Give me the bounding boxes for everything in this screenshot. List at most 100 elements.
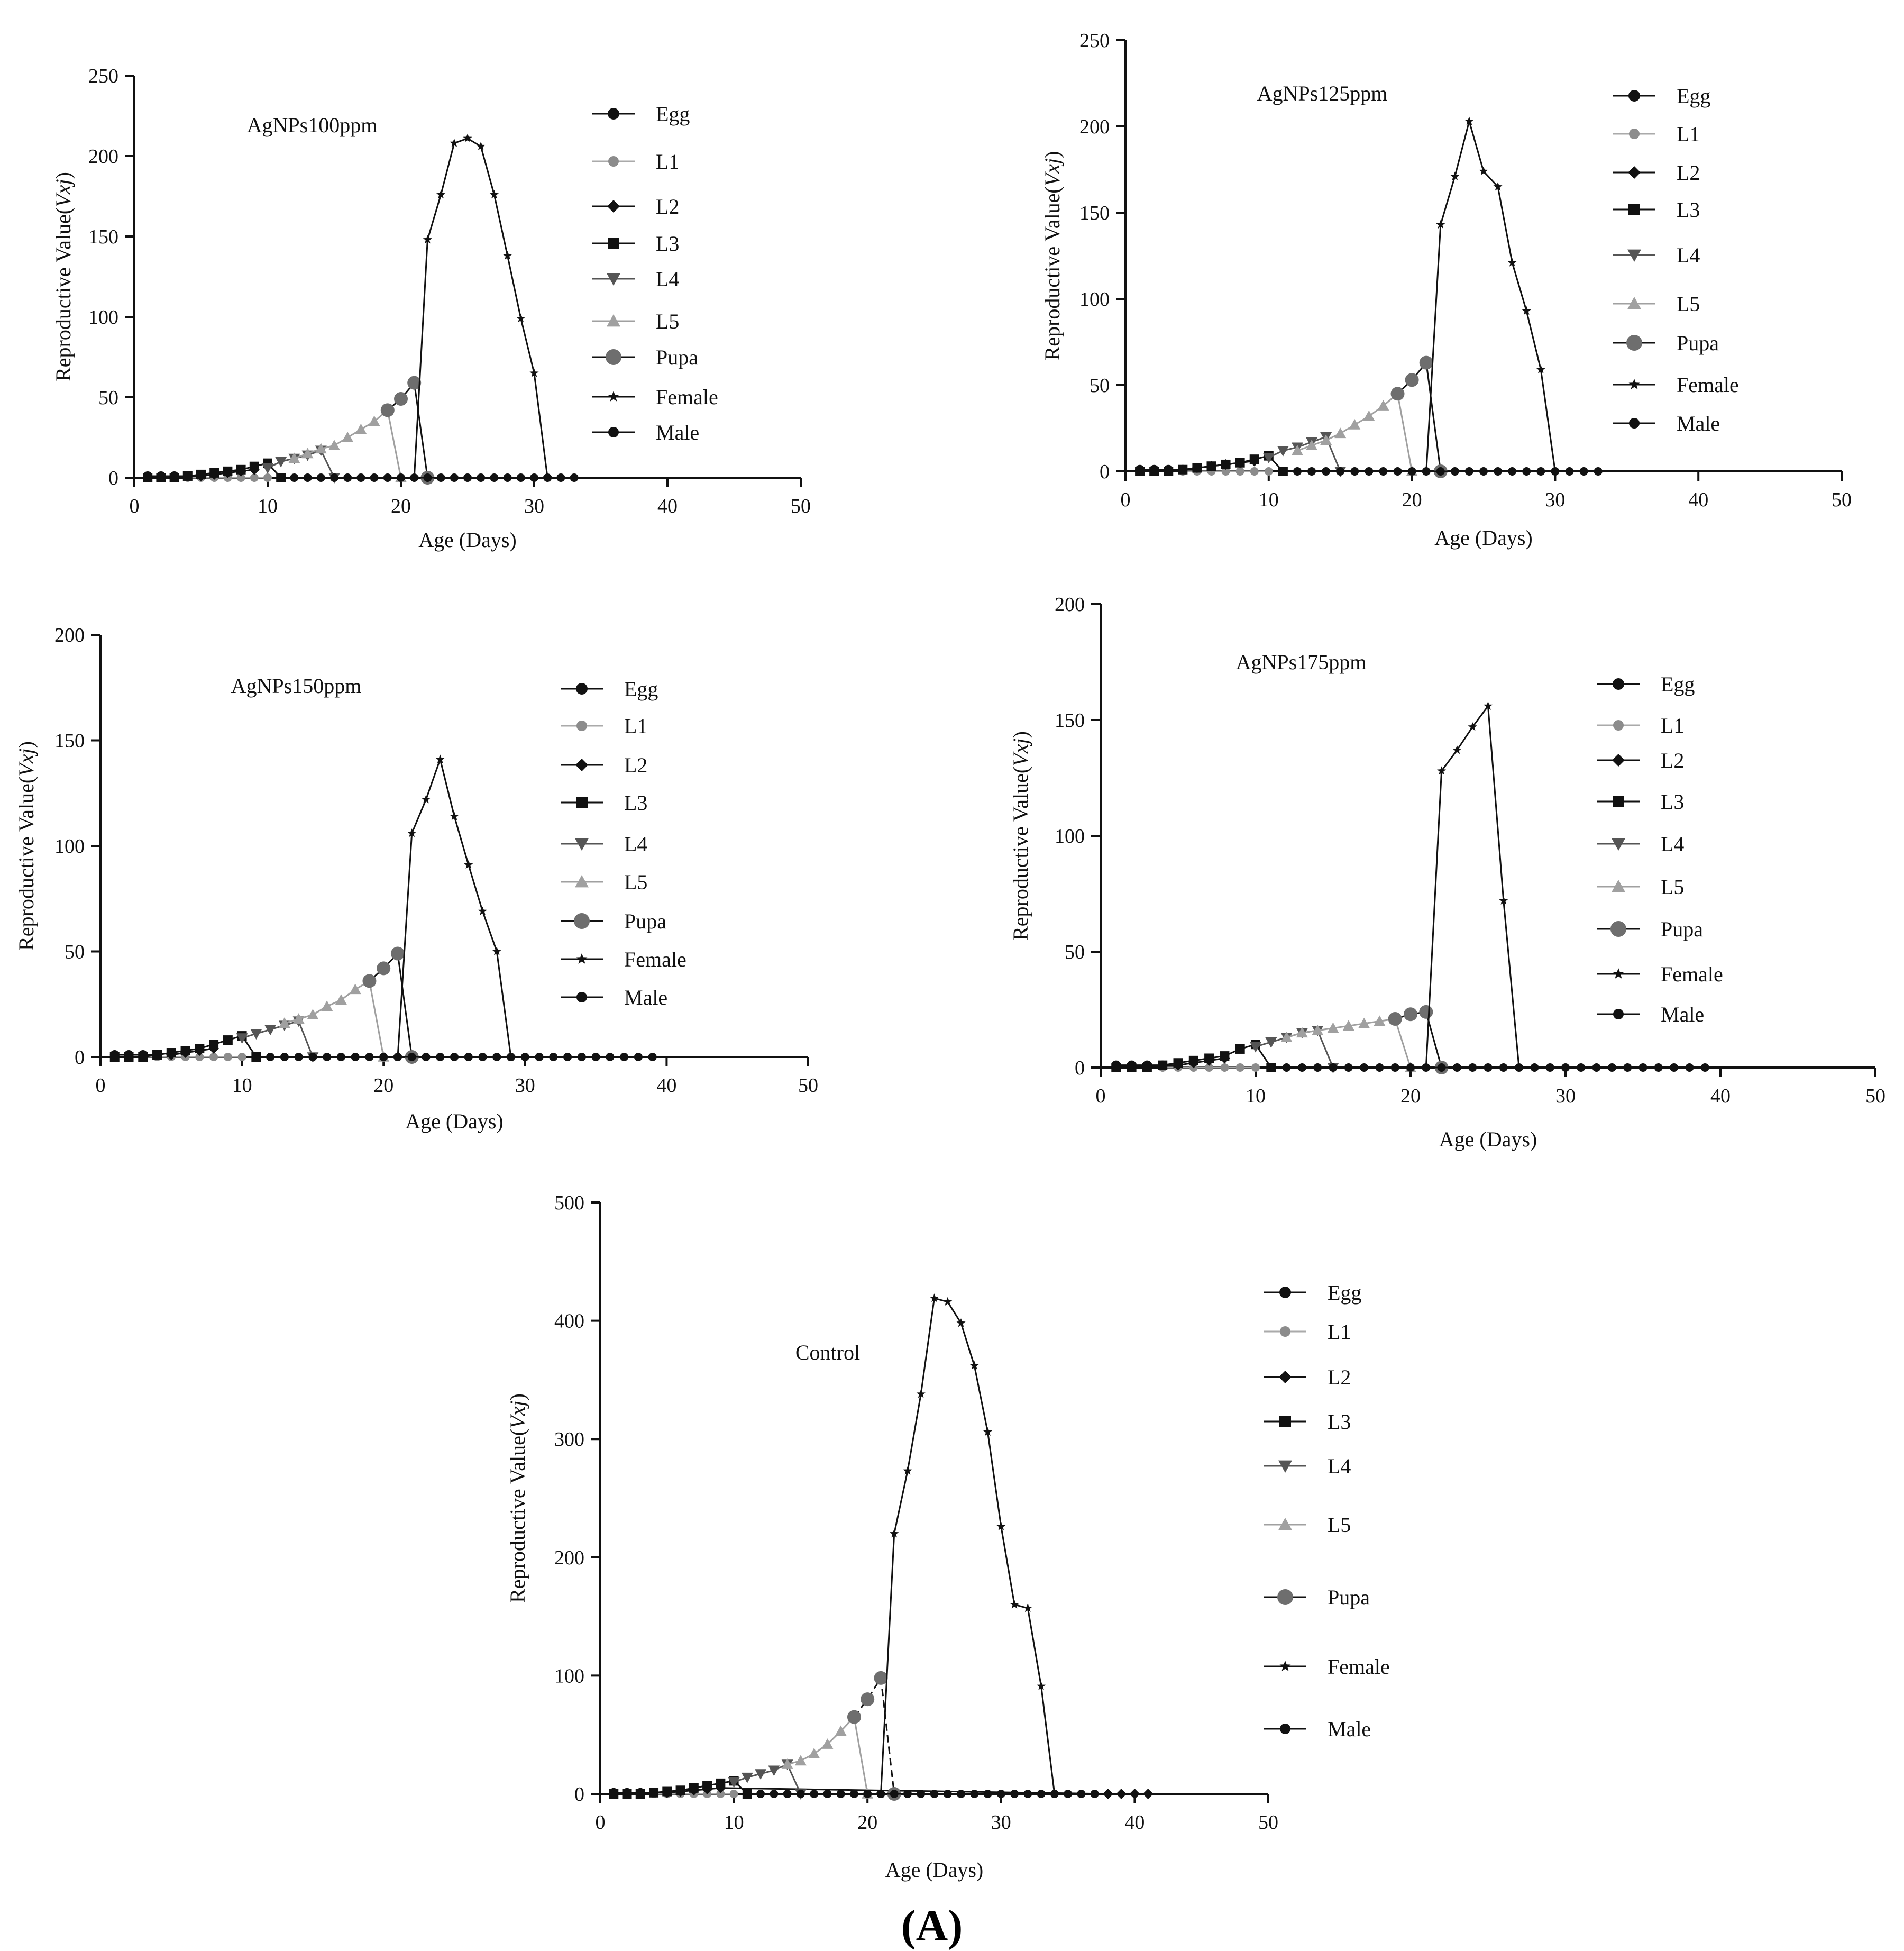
data-point-l1	[263, 473, 272, 482]
data-point-l3	[1188, 1055, 1198, 1065]
data-point-male	[620, 1053, 629, 1061]
data-point-l3	[209, 1040, 219, 1050]
data-point-male	[1623, 1063, 1632, 1072]
series-line-pupa	[387, 381, 428, 478]
data-point-female	[1468, 722, 1477, 731]
legend-label-l5: L5	[1661, 875, 1684, 899]
data-point-female	[943, 1297, 953, 1306]
data-point-male	[478, 1053, 487, 1061]
data-point-l5	[1327, 1022, 1339, 1033]
y-tick-label: 100	[1079, 288, 1110, 311]
data-point-male	[903, 1790, 912, 1798]
legend-label-l2: L2	[1328, 1365, 1351, 1389]
legend-label-l1: L1	[1661, 714, 1684, 737]
data-point-male	[1464, 467, 1473, 476]
legend-label-l4: L4	[624, 832, 647, 856]
data-point-l3	[702, 1781, 712, 1791]
data-point-male	[591, 1053, 600, 1061]
y-axis-label-text: Reproductive Value(	[1009, 767, 1032, 941]
legend-label-l5: L5	[656, 309, 679, 333]
data-point-male	[422, 1053, 431, 1061]
data-point-female	[529, 368, 539, 377]
data-point-l1	[1235, 1063, 1244, 1072]
legend-marker-male	[1613, 1009, 1624, 1019]
chart-3: 0 10 20 30 40 50 0 50 100 150 200 Age (Days) Reprodu…	[14, 624, 818, 1133]
series-line-l2	[1178, 1057, 1225, 1066]
data-point-l3	[1173, 1058, 1183, 1068]
data-point-pupa	[380, 403, 395, 417]
legend-marker-l4	[1612, 838, 1625, 851]
data-point-male	[570, 473, 579, 482]
data-point-female	[503, 251, 512, 260]
legend-label-l2: L2	[1677, 161, 1700, 185]
data-point-male	[520, 1053, 529, 1061]
data-point-female	[890, 1529, 899, 1538]
data-point-l3	[716, 1778, 726, 1788]
data-point-female	[1464, 116, 1474, 125]
legend-marker-l1	[1629, 129, 1640, 139]
data-point-l3	[182, 471, 193, 481]
x-axis-label: Age (Days)	[418, 528, 517, 552]
data-point-l5	[321, 1000, 333, 1011]
data-point-male	[1685, 1063, 1694, 1072]
legend-label-l5: L5	[1328, 1513, 1351, 1537]
y-tick-label: 50	[1090, 375, 1110, 397]
legend-marker-pupa	[1626, 335, 1642, 351]
y-axis-label-close: )	[1009, 731, 1032, 738]
data-point-male	[407, 1053, 416, 1061]
data-point-l1	[195, 1053, 204, 1061]
legend-label-male: Male	[624, 986, 667, 1009]
data-point-male	[365, 1053, 374, 1061]
data-point-female	[492, 946, 501, 955]
data-point-male	[516, 473, 525, 482]
data-point-l3	[662, 1786, 672, 1797]
x-tick-label: 50	[1832, 489, 1852, 511]
legend-marker-l1	[1613, 720, 1624, 731]
data-point-l5	[821, 1738, 834, 1749]
legend-label-l3: L3	[1328, 1410, 1351, 1434]
legend-marker-l3	[1613, 796, 1624, 807]
data-point-male	[970, 1790, 979, 1798]
y-axis-label-italic: Vxj	[1009, 738, 1032, 766]
data-point-male	[1654, 1063, 1663, 1072]
data-point-male	[756, 1790, 765, 1798]
data-point-male	[1307, 467, 1316, 476]
y-tick-label: 400	[554, 1310, 584, 1333]
legend-marker-male	[1280, 1724, 1290, 1734]
data-point-pupa	[1404, 1007, 1417, 1022]
data-point-l5	[781, 1758, 793, 1769]
legend-label-pupa: Pupa	[1661, 917, 1703, 941]
x-tick-label: 40	[1710, 1085, 1731, 1107]
data-point-pupa	[1419, 1005, 1433, 1019]
data-point-male	[330, 473, 338, 482]
data-point-l3	[675, 1785, 685, 1795]
data-point-female	[476, 141, 486, 150]
data-point-male	[1336, 467, 1345, 476]
data-point-pupa	[390, 946, 405, 961]
legend-label-female: Female	[1677, 373, 1739, 397]
data-point-l3	[143, 473, 153, 482]
data-point-male	[1407, 467, 1416, 476]
data-point-l5	[1363, 410, 1375, 421]
data-point-l5	[1306, 440, 1318, 450]
data-point-male	[379, 1053, 388, 1061]
legend-marker-l1	[1280, 1326, 1290, 1337]
series-line-pupa	[1395, 1011, 1443, 1068]
data-point-female	[956, 1318, 966, 1327]
y-tick-label: 50	[98, 387, 118, 409]
data-point-pupa	[1405, 373, 1419, 387]
data-point-l3	[1204, 1053, 1214, 1063]
data-point-l3	[109, 1052, 120, 1062]
data-point-female	[1436, 220, 1445, 229]
x-tick-label: 30	[1555, 1085, 1576, 1107]
legend-marker-egg	[1279, 1287, 1291, 1298]
data-point-female	[929, 1293, 939, 1302]
data-point-male	[1090, 1790, 1099, 1798]
data-point-male	[530, 473, 538, 482]
data-point-l3	[236, 464, 246, 475]
legend-label-l3: L3	[1677, 198, 1700, 222]
chart-title: AgNPs125ppm	[1257, 81, 1388, 105]
data-point-male	[343, 473, 352, 482]
data-point-female	[450, 138, 459, 147]
data-point-l4	[755, 1769, 767, 1780]
